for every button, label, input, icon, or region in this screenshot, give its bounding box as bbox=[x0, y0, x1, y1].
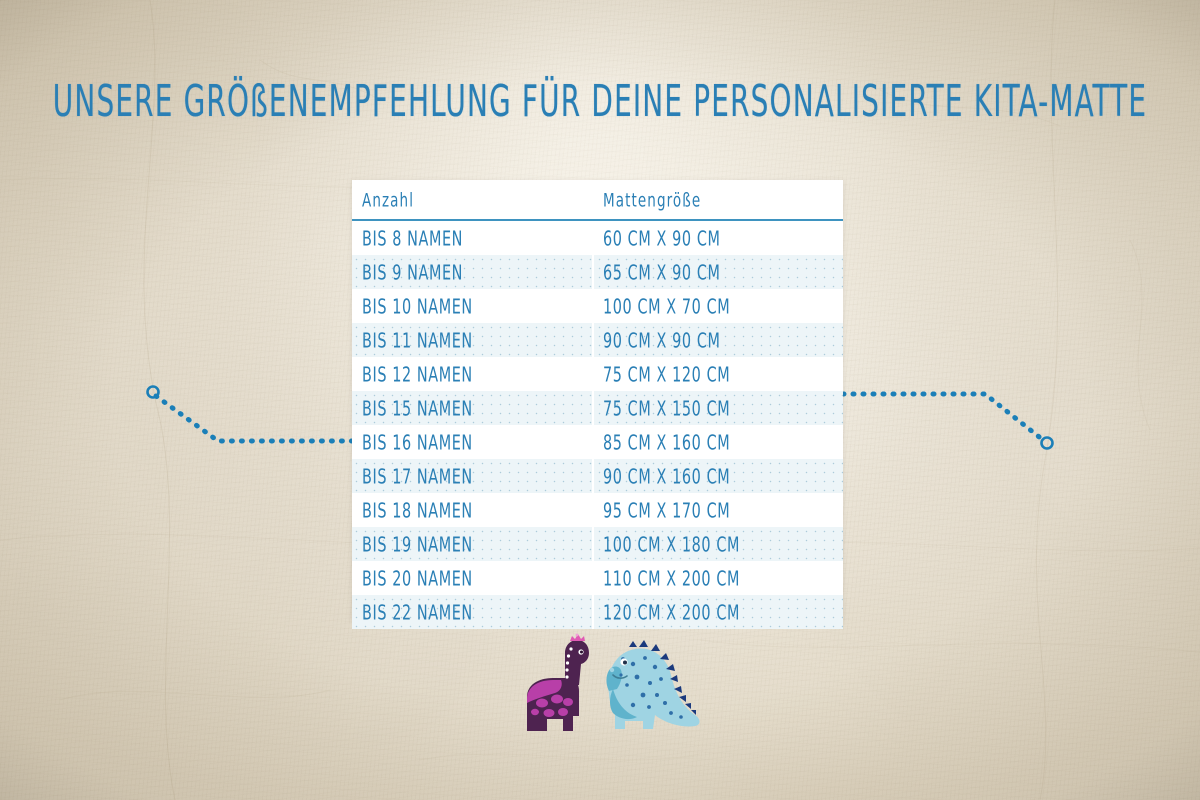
cell-mattengroesse: 60 CM X 90 CM bbox=[603, 226, 721, 250]
note-right-text: DOPPELNAMEN WIE LAURA-SOPHIE ZÄHLEN ALS … bbox=[0, 18, 463, 35]
cell-anzahl: BIS 12 NAMEN bbox=[362, 362, 473, 386]
note-left-text: DIE ANGEGEBENEN WERTE DIENEN ALS ALS ANH… bbox=[0, 0, 1081, 17]
cell-mattengroesse: 85 CM X 160 CM bbox=[603, 430, 731, 454]
column-divider bbox=[592, 255, 594, 289]
table-row: BIS 9 NAMEN 65 CM X 90 CM bbox=[352, 255, 843, 289]
table-row: BIS 12 NAMEN 75 CM X 120 CM bbox=[352, 357, 843, 391]
column-divider bbox=[592, 180, 594, 219]
table-row: BIS 16 NAMEN 85 CM X 160 CM bbox=[352, 425, 843, 459]
column-divider bbox=[592, 357, 594, 391]
table-row: BIS 22 NAMEN 120 CM X 200 CM bbox=[352, 595, 843, 629]
cell-mattengroesse: 75 CM X 120 CM bbox=[603, 362, 731, 386]
column-divider bbox=[592, 221, 594, 255]
column-divider bbox=[592, 289, 594, 323]
cell-anzahl: BIS 18 NAMEN bbox=[362, 498, 473, 522]
column-divider bbox=[592, 425, 594, 459]
cell-anzahl: BIS 8 NAMEN bbox=[362, 226, 464, 250]
column-divider bbox=[592, 391, 594, 425]
cell-mattengroesse: 95 CM X 170 CM bbox=[603, 498, 731, 522]
column-header-mattengroesse: Mattengröße bbox=[603, 188, 702, 211]
table-row: BIS 18 NAMEN 95 CM X 170 CM bbox=[352, 493, 843, 527]
cell-mattengroesse: 65 CM X 90 CM bbox=[603, 260, 721, 284]
cell-anzahl: BIS 15 NAMEN bbox=[362, 396, 473, 420]
column-divider bbox=[592, 527, 594, 561]
cell-anzahl: BIS 10 NAMEN bbox=[362, 294, 473, 318]
column-divider bbox=[592, 459, 594, 493]
cell-anzahl: BIS 11 NAMEN bbox=[362, 328, 473, 352]
column-divider bbox=[592, 595, 594, 629]
table-row: BIS 15 NAMEN 75 CM X 150 CM bbox=[352, 391, 843, 425]
connector-left-path bbox=[153, 393, 355, 444]
table-row: BIS 20 NAMEN 110 CM X 200 CM bbox=[352, 561, 843, 595]
cell-mattengroesse: 120 CM X 200 CM bbox=[603, 600, 741, 624]
column-divider bbox=[592, 561, 594, 595]
blue-dino-icon bbox=[606, 640, 700, 729]
connector-right-path bbox=[840, 391, 1046, 443]
cell-mattengroesse: 90 CM X 160 CM bbox=[603, 464, 731, 488]
cell-mattengroesse: 75 CM X 150 CM bbox=[603, 396, 731, 420]
table-row: BIS 10 NAMEN 100 CM X 70 CM bbox=[352, 289, 843, 323]
cell-mattengroesse: 100 CM X 180 CM bbox=[603, 532, 741, 556]
table-row: BIS 8 NAMEN 60 CM X 90 CM bbox=[352, 221, 843, 255]
cell-anzahl: BIS 16 NAMEN bbox=[362, 430, 473, 454]
connector-left-endpoint bbox=[146, 385, 160, 399]
size-table: Anzahl Mattengröße BIS 8 NAMEN 60 CM X 90… bbox=[352, 180, 843, 629]
table-row: BIS 17 NAMEN 90 CM X 160 CM bbox=[352, 459, 843, 493]
table-row: BIS 11 NAMEN 90 CM X 90 CM bbox=[352, 323, 843, 357]
cell-anzahl: BIS 22 NAMEN bbox=[362, 600, 473, 624]
table-header-row: Anzahl Mattengröße bbox=[352, 180, 843, 221]
cell-anzahl: BIS 17 NAMEN bbox=[362, 464, 473, 488]
column-divider bbox=[592, 323, 594, 357]
page-title: UNSERE GRÖßENEMPFEHLUNG FÜR DEINE PERSON… bbox=[52, 76, 1148, 128]
cell-anzahl: BIS 20 NAMEN bbox=[362, 566, 473, 590]
cell-mattengroesse: 110 CM X 200 CM bbox=[603, 566, 741, 590]
cell-mattengroesse: 90 CM X 90 CM bbox=[603, 328, 721, 352]
cell-mattengroesse: 100 CM X 70 CM bbox=[603, 294, 731, 318]
column-header-anzahl: Anzahl bbox=[362, 188, 415, 211]
purple-dino-icon bbox=[527, 633, 589, 731]
table-row: BIS 19 NAMEN 100 CM X 180 CM bbox=[352, 527, 843, 561]
table-body: BIS 8 NAMEN 60 CM X 90 CM BIS 9 NAMEN 65 CM… bbox=[352, 221, 843, 629]
cell-anzahl: BIS 19 NAMEN bbox=[362, 532, 473, 556]
column-divider bbox=[592, 493, 594, 527]
connector-right-endpoint bbox=[1040, 436, 1054, 450]
cell-anzahl: BIS 9 NAMEN bbox=[362, 260, 464, 284]
dinosaur-illustration bbox=[527, 633, 700, 731]
